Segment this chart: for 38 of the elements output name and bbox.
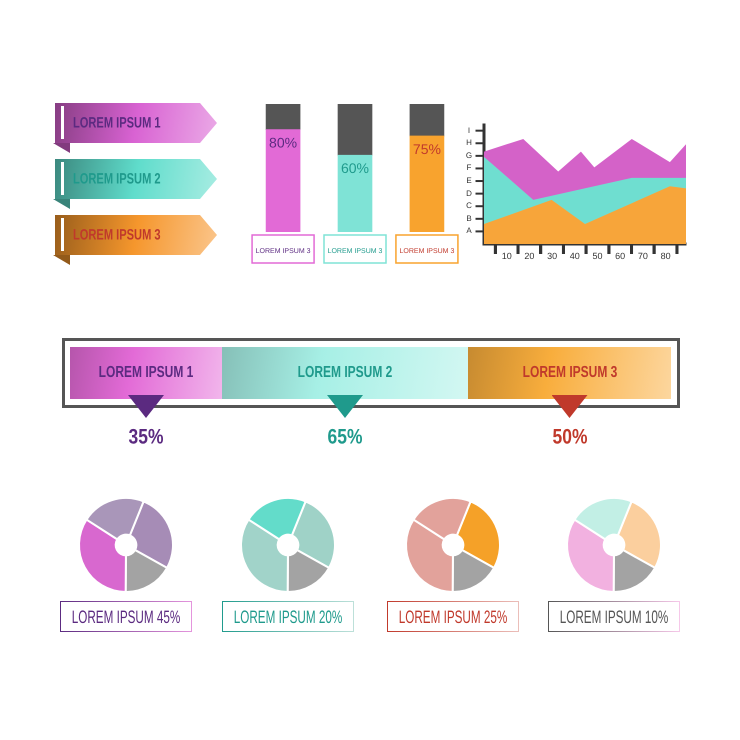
x-tick-label: 40 bbox=[570, 250, 580, 261]
text: B bbox=[466, 214, 472, 223]
text: H bbox=[466, 138, 472, 148]
x-tick-label: 70 bbox=[638, 250, 648, 261]
category-label: LOREM IPSUM 3 bbox=[522, 364, 617, 381]
text: 35% bbox=[128, 426, 164, 448]
text: F bbox=[466, 163, 472, 172]
data-label: 75% bbox=[412, 140, 441, 157]
category-label: LOREM IPSUM 1 bbox=[73, 114, 161, 132]
x-tick-label: 20 bbox=[524, 250, 534, 261]
text: LOREM IPSUM 10% bbox=[560, 607, 668, 627]
bar bbox=[410, 136, 444, 232]
category-label: LOREM IPSUM 2 bbox=[298, 364, 392, 381]
text: LOREM IPSUM 45% bbox=[72, 607, 180, 627]
text: LOREM IPSUM 25% bbox=[398, 607, 508, 627]
data-label: 60% bbox=[340, 160, 370, 176]
bar bbox=[338, 154, 372, 232]
text: 65% bbox=[328, 426, 362, 448]
text: I bbox=[468, 126, 470, 135]
data-label: 80% bbox=[269, 134, 298, 150]
text: LOREM IPSUM 20% bbox=[234, 607, 342, 627]
text: A bbox=[466, 226, 472, 236]
text: G bbox=[466, 150, 472, 160]
text: E bbox=[466, 176, 472, 186]
category-label: LOREM IPSUM 3 bbox=[73, 226, 161, 244]
x-tick-label: 50 bbox=[592, 250, 602, 261]
bar bbox=[266, 129, 300, 232]
bar bbox=[410, 104, 444, 136]
text: C bbox=[466, 201, 472, 210]
x-tick-label: 80 bbox=[660, 250, 671, 261]
bar bbox=[338, 104, 372, 156]
bar bbox=[266, 104, 300, 130]
x-tick-label: 30 bbox=[547, 250, 558, 261]
x-tick-label: 10 bbox=[502, 250, 512, 261]
text: 50% bbox=[552, 426, 587, 448]
x-tick-label: 60 bbox=[615, 250, 626, 261]
category-label: LOREM IPSUM 1 bbox=[98, 364, 194, 381]
text: D bbox=[466, 188, 472, 198]
